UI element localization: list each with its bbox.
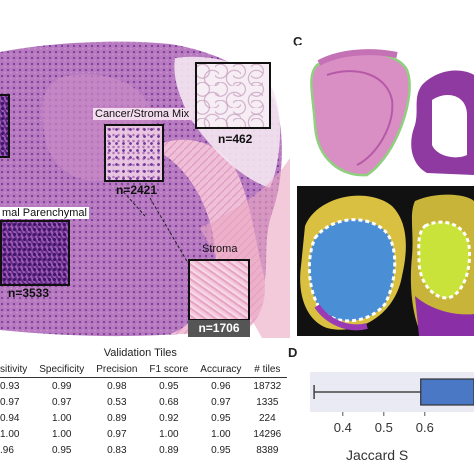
table-cell: 1.00: [211, 428, 231, 440]
mix-callout-box: [104, 124, 164, 182]
table-cell: 0.97: [52, 396, 72, 408]
parenchymal-label: mal Parenchymal: [0, 207, 89, 219]
table-cell: 0.97: [107, 428, 127, 440]
x-tick-label: 0.4: [334, 420, 352, 435]
table-cell: 14296: [253, 428, 282, 440]
table-cell: 0.97: [0, 396, 20, 408]
parenchymal-callout-box: [0, 220, 70, 286]
table-cell: 0.94: [0, 412, 20, 424]
x-tick-label: 0.6: [416, 420, 434, 435]
column-header: Specificity: [33, 361, 91, 378]
table-cell: 1.00: [52, 412, 72, 424]
fat-label: Fat: [218, 42, 234, 54]
table-column-header-row: sitivity Specificity Precision F1 score …: [0, 361, 288, 378]
table-cell: 0.95: [211, 444, 231, 456]
table-row: 0.93 0.99 0.98 0.95 0.96 18732: [0, 378, 287, 395]
table-cell: 18732: [253, 380, 282, 392]
table-cell: 0.89: [107, 412, 127, 424]
table-cell: 0.89: [159, 444, 179, 456]
column-header: Precision: [90, 361, 144, 378]
panel-c-bottom-image: [297, 186, 474, 336]
panel-c-letter: C: [293, 34, 303, 49]
panel-c-top-image: [297, 45, 474, 180]
left-callout-box: [0, 94, 10, 158]
column-header: Accuracy: [194, 361, 248, 378]
x-axis-label: Jaccard S: [346, 447, 408, 463]
jaccard-boxplot: 0.4 0.5 0.6 Jaccard S: [310, 372, 474, 463]
column-header: # tiles: [247, 361, 288, 378]
mix-label: Cancer/Stroma Mix: [93, 108, 192, 120]
table-cell: .96: [0, 444, 14, 456]
table-cell: 0.99: [52, 380, 72, 392]
table-cell: 1.00: [0, 428, 20, 440]
table-cell: 0.53: [107, 396, 127, 408]
validation-tiles-header: Validation Tiles: [103, 347, 177, 359]
x-tick-label: 0.5: [375, 420, 393, 435]
table-cell: 0.93: [0, 380, 20, 392]
panel-d-letter: D: [288, 345, 298, 360]
table-cell: 1.00: [159, 428, 179, 440]
table-cell: 0.92: [159, 412, 179, 424]
table-cell: 1.00: [52, 428, 72, 440]
parenchymal-count: n=3533: [8, 286, 50, 300]
table-row: 1.00 1.00 0.97 1.00 1.00 14296: [0, 426, 287, 442]
table-cell: 0.98: [107, 380, 127, 392]
table-cell: 0.95: [211, 412, 231, 424]
column-header: F1 score: [143, 361, 195, 378]
table-cell: 224: [258, 412, 276, 424]
table-cell: 8389: [256, 444, 279, 456]
table-cell: 0.95: [159, 380, 179, 392]
table-cell: 0.83: [107, 444, 127, 456]
stroma-count: n=1706: [188, 320, 250, 337]
table-row: 0.94 1.00 0.89 0.92 0.95 224: [0, 410, 287, 426]
stroma-label: Stroma: [202, 243, 238, 255]
table-cell: 0.68: [159, 396, 179, 408]
table-cell: 0.97: [211, 396, 231, 408]
fat-callout-box: [195, 62, 271, 129]
fat-count: n=462: [218, 132, 253, 146]
column-header: sitivity: [0, 361, 34, 378]
table-row: .96 0.95 0.83 0.89 0.95 8389: [0, 442, 287, 458]
mix-count: n=2421: [116, 183, 158, 197]
table-row: 0.97 0.97 0.53 0.68 0.97 1335: [0, 394, 287, 410]
table-group-header-row: Validation Tiles: [0, 345, 287, 361]
validation-table: Validation Tiles sitivity Specificity Pr…: [0, 345, 288, 458]
stroma-callout-box: [188, 259, 250, 321]
table-cell: 0.96: [211, 380, 231, 392]
box-body: [420, 378, 474, 406]
table-cell: 1335: [256, 396, 279, 408]
table-cell: 0.95: [52, 444, 72, 456]
